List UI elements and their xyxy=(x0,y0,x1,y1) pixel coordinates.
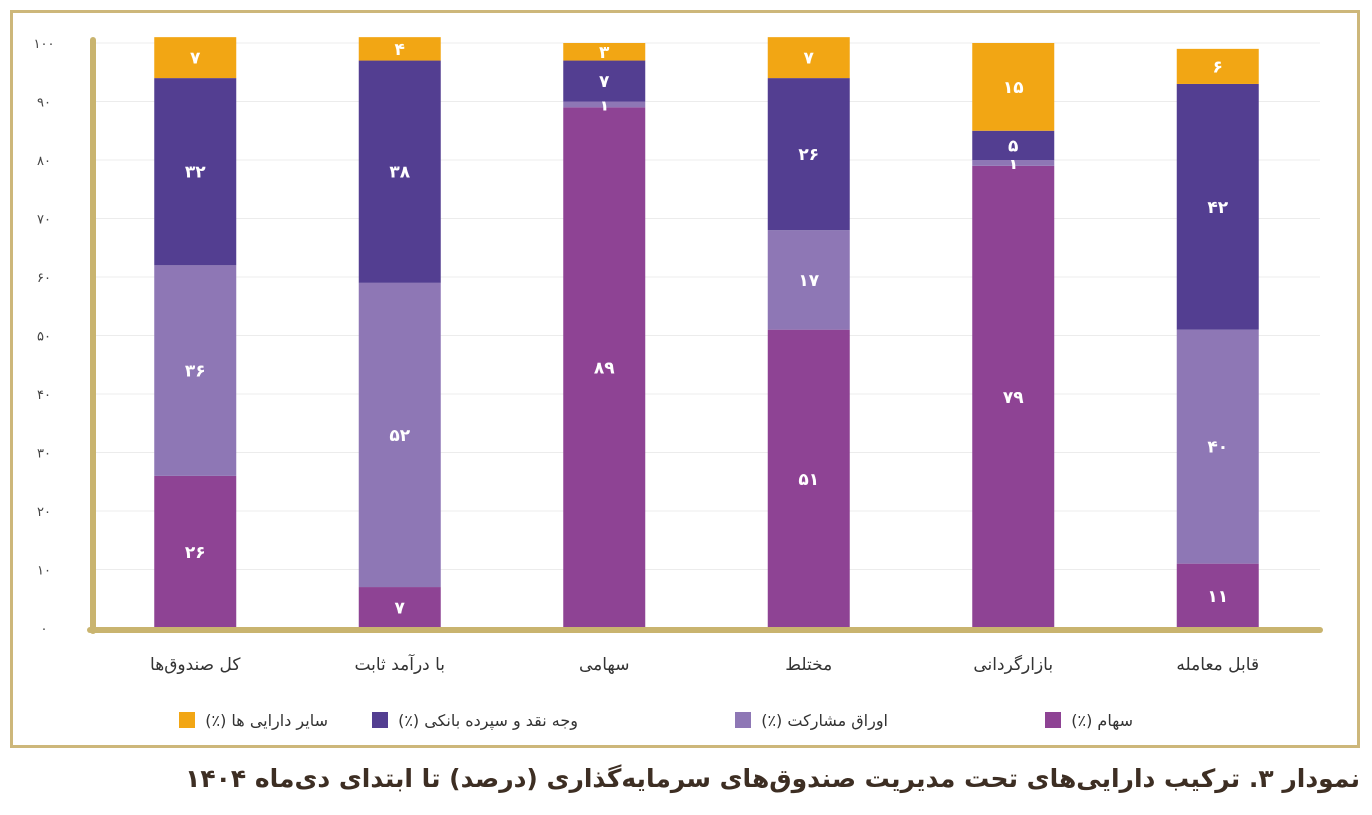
y-tick-label: ۱۰۰ xyxy=(34,37,55,52)
data-label: ۷ xyxy=(599,72,610,92)
x-tick-label: سهامی xyxy=(579,655,630,675)
x-tick-label: مختلط xyxy=(785,655,832,675)
y-tick-label: ۱۰ xyxy=(37,564,51,579)
bar-segment xyxy=(1176,329,1259,564)
data-label: ۴۲ xyxy=(1207,198,1228,218)
y-tick-label: ۳۰ xyxy=(37,447,51,462)
bar-segment xyxy=(563,43,646,61)
bar-segment xyxy=(1176,563,1259,628)
data-label: ۴۰ xyxy=(1207,438,1228,458)
bar-segment xyxy=(154,475,237,628)
bar-segment xyxy=(358,60,441,283)
data-label: ۵ xyxy=(1008,136,1018,156)
bar-segment xyxy=(972,165,1055,628)
data-label: ۵۲ xyxy=(389,426,410,446)
x-tick-label: کل صندوق‌ها xyxy=(150,655,241,675)
x-tick-label: قابل معامله xyxy=(1176,655,1259,675)
data-label: ۴ xyxy=(395,40,405,60)
bar-segment xyxy=(972,43,1055,131)
bar-segment xyxy=(972,130,1055,160)
data-label: ۲۶ xyxy=(185,543,206,563)
y-tick-label: ۴۰ xyxy=(37,388,51,403)
axes xyxy=(87,37,1323,634)
legend-swatch xyxy=(372,712,389,728)
bar-segment xyxy=(358,282,441,588)
bar-segment xyxy=(767,230,850,330)
legend-item: وجه نقد و سپرده بانکی (٪) xyxy=(372,705,578,735)
data-label: ۱۵ xyxy=(1003,78,1024,98)
legend-swatch xyxy=(179,712,196,728)
data-label: ۳۲ xyxy=(185,163,206,183)
bar-segment xyxy=(358,37,441,61)
legend-label: سهام (٪) xyxy=(1071,710,1133,730)
chart-caption: نمودار ۳. ترکیب دارایی‌های تحت مدیریت صن… xyxy=(185,764,1360,793)
bar-segment xyxy=(563,60,646,102)
data-label: ۷ xyxy=(395,599,406,619)
data-label: ۷ xyxy=(190,49,201,69)
data-label: ۳۶ xyxy=(185,362,206,382)
bar-segment xyxy=(154,78,237,266)
legend-item: اوراق مشارکت (٪) xyxy=(735,705,888,735)
data-label: ۷۹ xyxy=(1003,388,1024,408)
bar-segment xyxy=(358,587,441,628)
y-tick-label: ۸۰ xyxy=(37,154,51,169)
legend-item: سایر دارایی ها (٪) xyxy=(179,705,328,735)
data-label: ۸۹ xyxy=(594,359,615,379)
data-label: ۲۶ xyxy=(798,145,819,165)
x-tick-label: با درآمد ثابت xyxy=(354,653,445,675)
legend-swatch xyxy=(1045,712,1062,728)
data-label: ۱ xyxy=(599,95,609,115)
grid-lines xyxy=(93,42,1320,570)
y-tick-label: ۹۰ xyxy=(37,96,51,111)
y-tick-label: ۵۰ xyxy=(37,330,51,345)
chart-legend: سهام (٪) اوراق مشارکت (٪) وجه نقد و سپرده … xyxy=(13,705,1357,735)
y-tick-label: ۶۰ xyxy=(37,271,51,286)
data-label: ۵۱ xyxy=(798,470,819,490)
bar-segment xyxy=(767,37,850,79)
data-label: ۳ xyxy=(599,43,610,63)
legend-label: وجه نقد و سپرده بانکی (٪) xyxy=(398,710,578,730)
bar-segment xyxy=(563,107,646,629)
x-tick-label: بازارگردانی xyxy=(973,654,1053,675)
bar-segment xyxy=(1176,48,1259,84)
bar-segment xyxy=(972,160,1055,166)
data-label: ۶ xyxy=(1213,57,1223,77)
legend-label: سایر دارایی ها (٪) xyxy=(205,710,328,730)
bar-segment xyxy=(767,329,850,628)
legend-swatch xyxy=(735,712,752,728)
y-tick-label: ۰ xyxy=(41,622,48,637)
x-axis-ticks: کل صندوق‌ها با درآمد ثابت سهامی مختلط بازارگ… xyxy=(150,653,1259,675)
legend-item: سهام (٪) xyxy=(1045,705,1133,735)
legend-label: اوراق مشارکت (٪) xyxy=(761,710,888,730)
bar-segment xyxy=(154,265,237,476)
y-tick-label: ۲۰ xyxy=(37,505,51,520)
bar-segment xyxy=(1176,83,1259,330)
bar-segment xyxy=(154,37,237,79)
data-label: ۱۷ xyxy=(798,271,819,291)
data-label: ۱ xyxy=(1008,154,1018,174)
y-tick-label: ۷۰ xyxy=(37,213,51,228)
data-label: ۱۱ xyxy=(1207,587,1228,607)
bar-segment xyxy=(767,78,850,231)
data-label: ۷ xyxy=(804,49,815,69)
data-label: ۳۸ xyxy=(389,163,410,183)
y-axis-ticks: ۰ ۱۰ ۲۰ ۳۰ ۴۰ ۵۰ ۶۰ ۷۰ ۸۰ ۹۰ ۱۰۰ xyxy=(34,37,55,637)
bar-segment xyxy=(563,101,646,108)
